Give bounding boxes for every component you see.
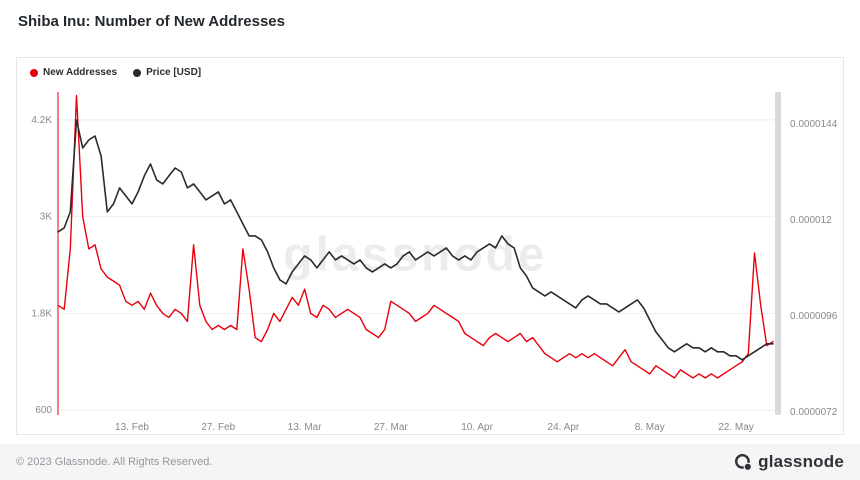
gridlines-and-ticks: 600 1.8K 3K 4.2K 0.0000072 0.0000096 0.000012 0… xyxy=(31,115,837,433)
legend-dot-new-addresses xyxy=(30,68,38,77)
copyright-text: © 2023 Glassnode. All Rights Reserved. xyxy=(16,456,213,468)
legend-label-price: Price [USD] xyxy=(146,67,202,78)
chart-card: New Addresses Price [USD] glassnode 600 1.… xyxy=(16,57,844,435)
legend-item-price[interactable]: Price [USD] xyxy=(133,67,201,78)
left-axis-tick: 3K xyxy=(40,212,53,223)
chart-legend: New Addresses Price [USD] xyxy=(30,67,201,78)
series-new-addresses xyxy=(57,94,774,379)
legend-label-new-addresses: New Addresses xyxy=(43,67,118,78)
glassnode-logo-icon xyxy=(735,453,753,471)
x-axis-tick: 8. May xyxy=(635,422,665,433)
watermark-text: glassnode xyxy=(283,229,547,282)
glassnode-wordmark: glassnode xyxy=(758,452,844,471)
footer: © 2023 Glassnode. All Rights Reserved. g… xyxy=(0,444,860,480)
left-axis-tick: 600 xyxy=(35,405,52,416)
legend-dot-price xyxy=(133,68,142,77)
x-axis-tick: 10. Apr xyxy=(461,422,493,433)
glassnode-logo[interactable]: glassnode xyxy=(734,452,844,472)
x-axis-tick: 13. Mar xyxy=(288,422,323,433)
right-axis-tick: 0.0000144 xyxy=(790,119,838,130)
chart-canvas[interactable]: glassnode 600 1.8K 3K 4.2K 0.0000072 0.0000096… xyxy=(17,58,843,434)
legend-item-new-addresses[interactable]: New Addresses xyxy=(30,67,117,78)
right-axis-scrollbar[interactable] xyxy=(775,92,781,415)
x-axis-tick: 22. May xyxy=(718,422,754,433)
right-axis-tick: 0.0000072 xyxy=(790,407,838,418)
series-price-usd xyxy=(57,119,774,361)
x-axis-tick: 27. Mar xyxy=(374,422,409,433)
right-axis-tick: 0.000012 xyxy=(790,215,832,226)
x-axis-tick: 13. Feb xyxy=(115,422,149,433)
x-axis-tick: 24. Apr xyxy=(548,422,580,433)
page-title: Shiba Inu: Number of New Addresses xyxy=(18,13,285,30)
left-axis-tick: 4.2K xyxy=(31,115,52,126)
x-axis-tick: 27. Feb xyxy=(201,422,235,433)
right-axis-tick: 0.0000096 xyxy=(790,311,838,322)
left-axis-tick: 1.8K xyxy=(31,308,52,319)
